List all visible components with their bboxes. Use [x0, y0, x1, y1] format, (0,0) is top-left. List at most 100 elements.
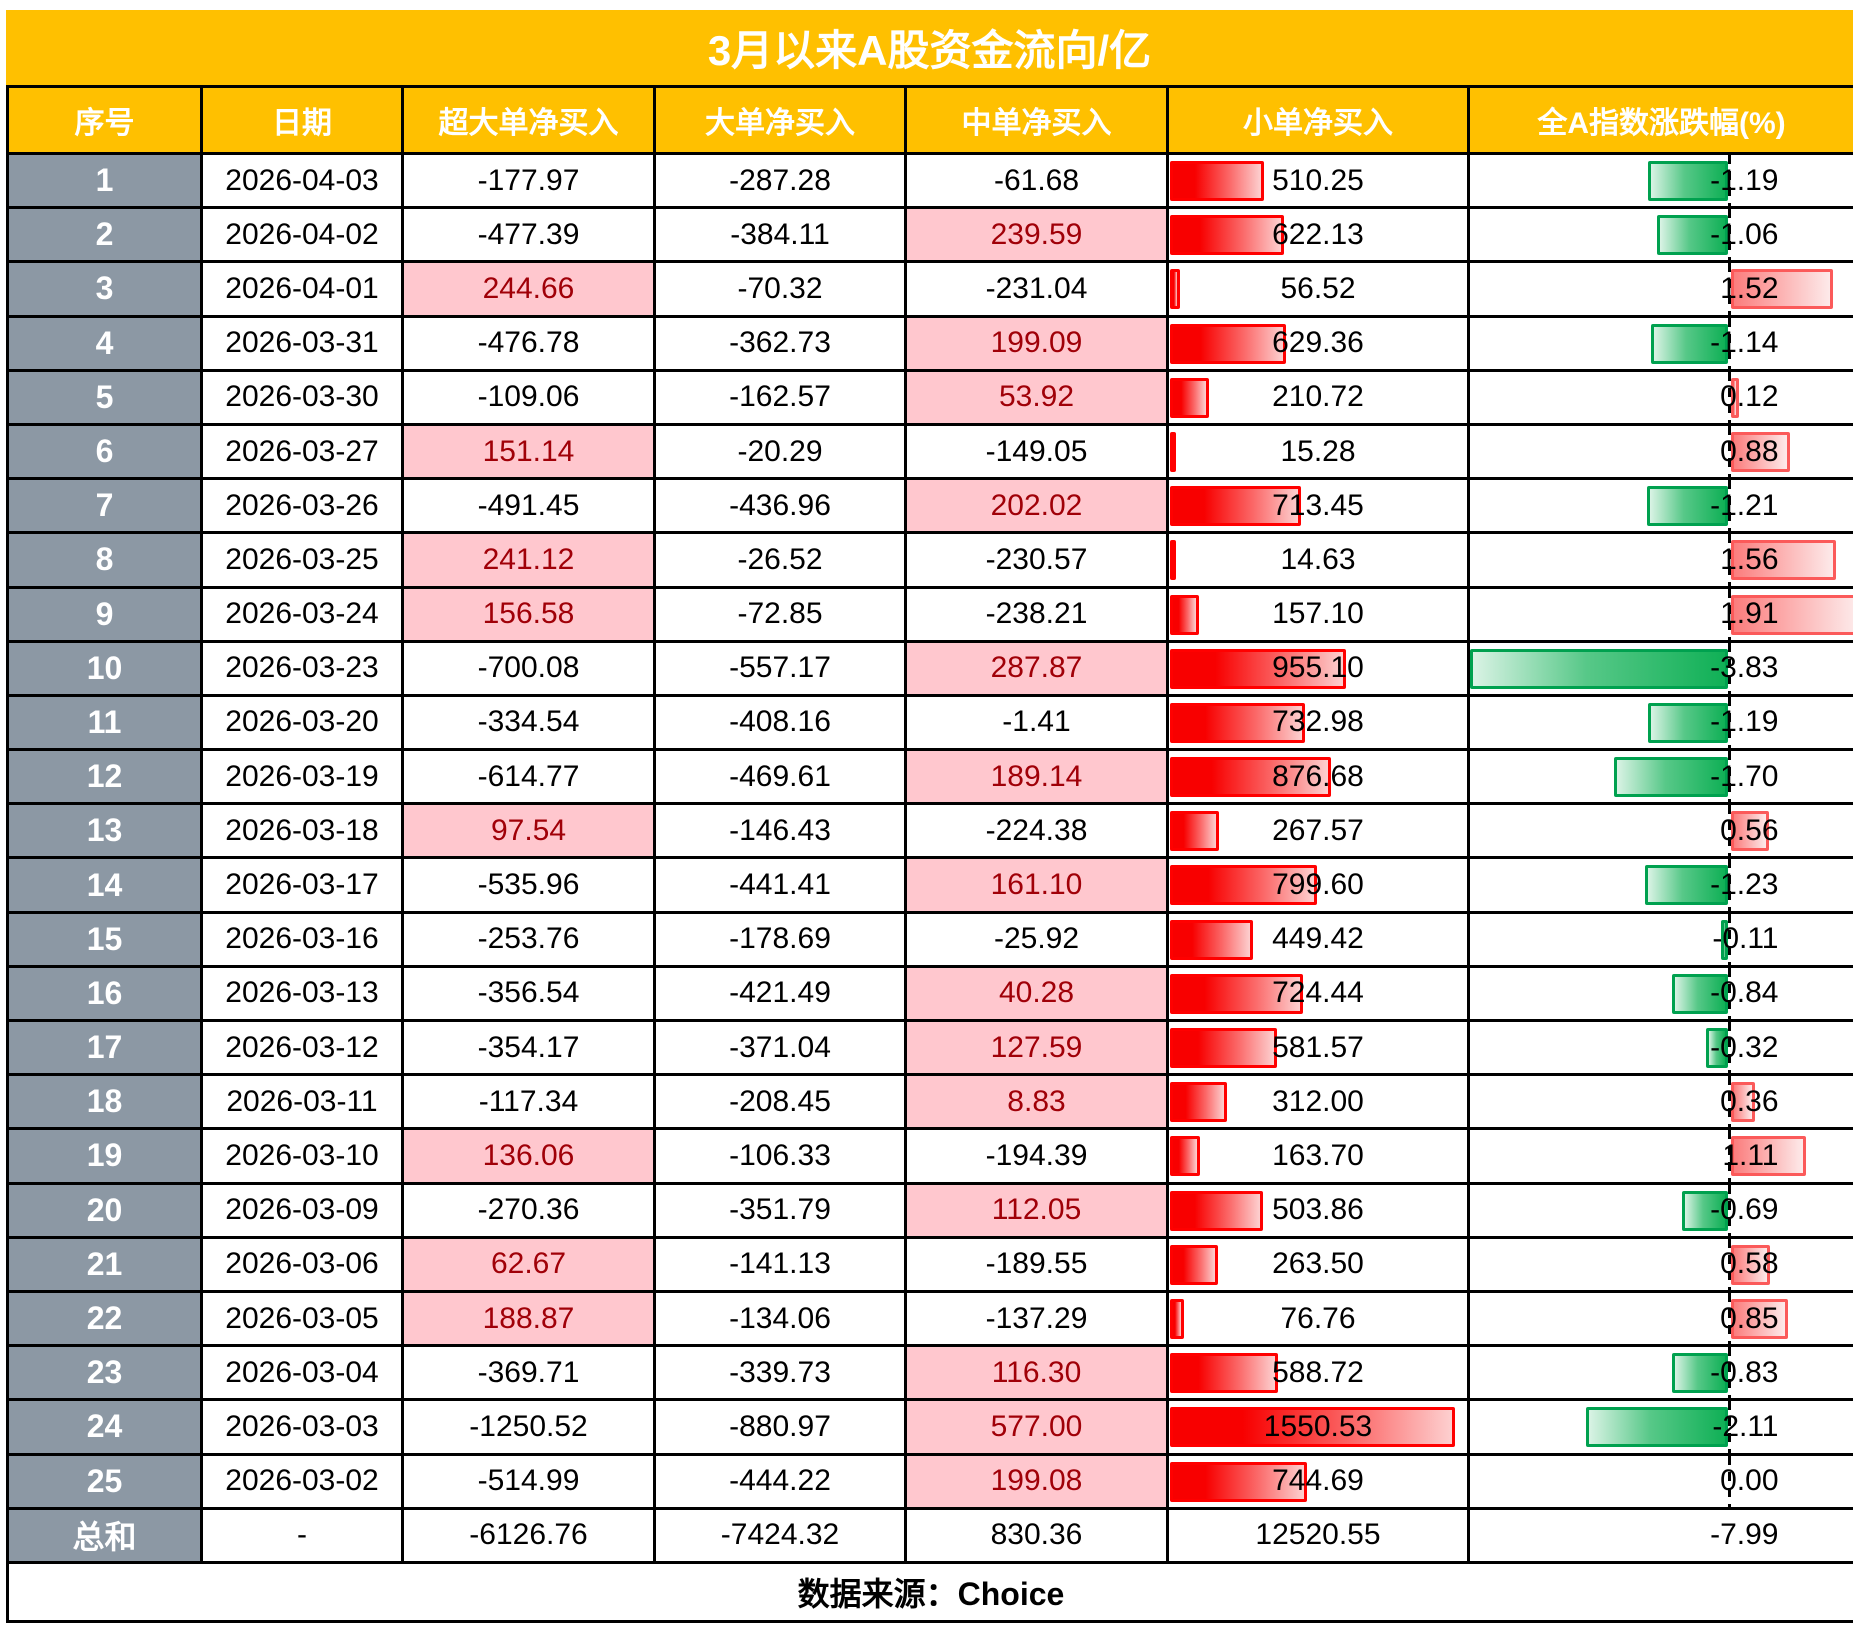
- cell-value: -371.04: [729, 1030, 831, 1064]
- row-number-cell: 1: [9, 155, 203, 210]
- zero-axis-dashed-line: [1728, 1347, 1731, 1399]
- row-number-cell: 24: [9, 1401, 203, 1456]
- cell-value: 15.28: [1280, 434, 1356, 468]
- date-cell: 2026-03-31: [203, 317, 404, 372]
- mid-order-cell: -231.04: [907, 263, 1169, 318]
- large-order-cell: -469.61: [656, 751, 907, 806]
- zero-axis-dashed-line: [1728, 1184, 1731, 1236]
- cell-value: 1.91: [1720, 597, 1779, 631]
- cell-value: 2026-03-24: [225, 597, 379, 631]
- pink-databar: [1731, 269, 1834, 310]
- cell-value: -1.06: [1710, 217, 1779, 251]
- mid-order-cell: 202.02: [907, 480, 1169, 535]
- zero-axis-dashed-line: [1728, 1455, 1731, 1507]
- cell-value: 581.57: [1272, 1030, 1364, 1064]
- zero-axis-dashed-line: [1728, 371, 1731, 423]
- small-order-cell: 15.28: [1169, 425, 1470, 481]
- large-order-cell: -339.73: [656, 1347, 907, 1402]
- cell-value: 588.72: [1272, 1355, 1364, 1389]
- index-change-cell: -1.06: [1470, 209, 1853, 264]
- cell-value: -369.71: [477, 1355, 580, 1389]
- cell-value: -408.16: [729, 705, 831, 739]
- cell-value: 799.60: [1272, 868, 1364, 902]
- cell-value: 0.36: [1720, 1084, 1779, 1118]
- cell-value: 830.36: [990, 1518, 1083, 1552]
- large-order-cell: -72.85: [656, 588, 907, 643]
- cell-value: 25: [86, 1462, 123, 1499]
- cell-value: -177.97: [477, 163, 580, 197]
- xl-order-cell: -476.78: [404, 317, 656, 372]
- row-number-cell: 22: [9, 1292, 203, 1348]
- index-change-cell: -1.19: [1470, 696, 1853, 752]
- zero-axis-dashed-line: [1728, 859, 1731, 911]
- row-number-cell: 14: [9, 859, 203, 914]
- zero-axis-dashed-line: [1728, 425, 1731, 478]
- sum-date-cell: -: [203, 1509, 404, 1564]
- zero-axis-dashed-line: [1728, 1022, 1731, 1074]
- xl-order-cell: 188.87: [404, 1292, 656, 1348]
- cell-value: -141.13: [729, 1247, 831, 1281]
- large-order-cell: -557.17: [656, 642, 907, 697]
- index-change-cell: 1.56: [1470, 534, 1853, 589]
- cell-value: 449.42: [1272, 922, 1364, 956]
- cell-value: -0.69: [1710, 1193, 1779, 1227]
- xl-order-cell: 151.14: [404, 425, 656, 481]
- red-databar: [1170, 486, 1302, 527]
- row-number-cell: 7: [9, 480, 203, 535]
- mid-order-cell: 112.05: [907, 1184, 1169, 1239]
- xl-order-cell: 97.54: [404, 805, 656, 860]
- small-order-cell: 713.45: [1169, 480, 1470, 535]
- cell-value: 2026-03-23: [225, 651, 379, 685]
- cell-value: -3.83: [1710, 651, 1779, 685]
- cell-value: 19: [86, 1137, 123, 1174]
- xl-order-cell: 62.67: [404, 1238, 656, 1293]
- index-change-cell: -1.19: [1470, 155, 1853, 210]
- index-change-cell: 0.58: [1470, 1238, 1853, 1293]
- date-cell: 2026-03-05: [203, 1292, 404, 1348]
- green-databar: [1613, 757, 1728, 798]
- cell-value: 2026-03-03: [225, 1409, 379, 1443]
- cell-value: 116.30: [991, 1355, 1082, 1389]
- cell-value: 13: [86, 812, 123, 849]
- cell-value: -70.32: [737, 271, 823, 305]
- column-header-5: 中单净买入: [907, 88, 1169, 155]
- large-order-cell: -208.45: [656, 1076, 907, 1131]
- column-header-label: 序号: [74, 107, 135, 140]
- xl-order-cell: -354.17: [404, 1022, 656, 1077]
- xl-order-cell: 241.12: [404, 534, 656, 589]
- cell-value: -614.77: [477, 759, 580, 793]
- xl-order-cell: -369.71: [404, 1347, 656, 1402]
- xl-order-cell: -477.39: [404, 209, 656, 264]
- large-order-cell: -162.57: [656, 371, 907, 426]
- zero-axis-dashed-line: [1728, 209, 1731, 261]
- cell-value: -72.85: [737, 597, 823, 631]
- mid-order-cell: 8.83: [907, 1076, 1169, 1131]
- cell-value: -61.68: [993, 163, 1080, 197]
- cell-value: 12: [86, 758, 123, 795]
- cell-value: 2026-03-10: [225, 1138, 379, 1172]
- cell-value: -356.54: [477, 976, 580, 1010]
- cell-value: 202.02: [990, 488, 1083, 522]
- small-order-cell: 799.60: [1169, 859, 1470, 914]
- row-number-cell: 16: [9, 967, 203, 1022]
- cell-value: -146.43: [729, 813, 831, 847]
- cell-value: 12520.55: [1255, 1518, 1381, 1552]
- red-databar: [1170, 1244, 1219, 1285]
- cell-value: 16: [86, 974, 123, 1011]
- cell-value: 2026-03-11: [226, 1084, 378, 1118]
- cell-value: 2026-03-18: [225, 813, 379, 847]
- index-change-cell: 0.88: [1470, 425, 1853, 481]
- cell-value: 199.09: [990, 326, 1083, 360]
- red-databar: [1170, 431, 1176, 472]
- pink-databar: [1731, 1082, 1756, 1123]
- date-cell: 2026-03-04: [203, 1347, 404, 1402]
- index-change-cell: 0.56: [1470, 805, 1853, 860]
- cell-value: 2026-03-31: [225, 326, 379, 360]
- cell-value: -224.38: [985, 813, 1088, 847]
- green-databar: [1656, 215, 1728, 256]
- cell-value: 1550.53: [1263, 1409, 1373, 1443]
- column-header-label: 超大单净买入: [438, 107, 619, 140]
- cell-value: 5: [95, 378, 114, 415]
- large-order-cell: -287.28: [656, 155, 907, 210]
- large-order-cell: -436.96: [656, 480, 907, 535]
